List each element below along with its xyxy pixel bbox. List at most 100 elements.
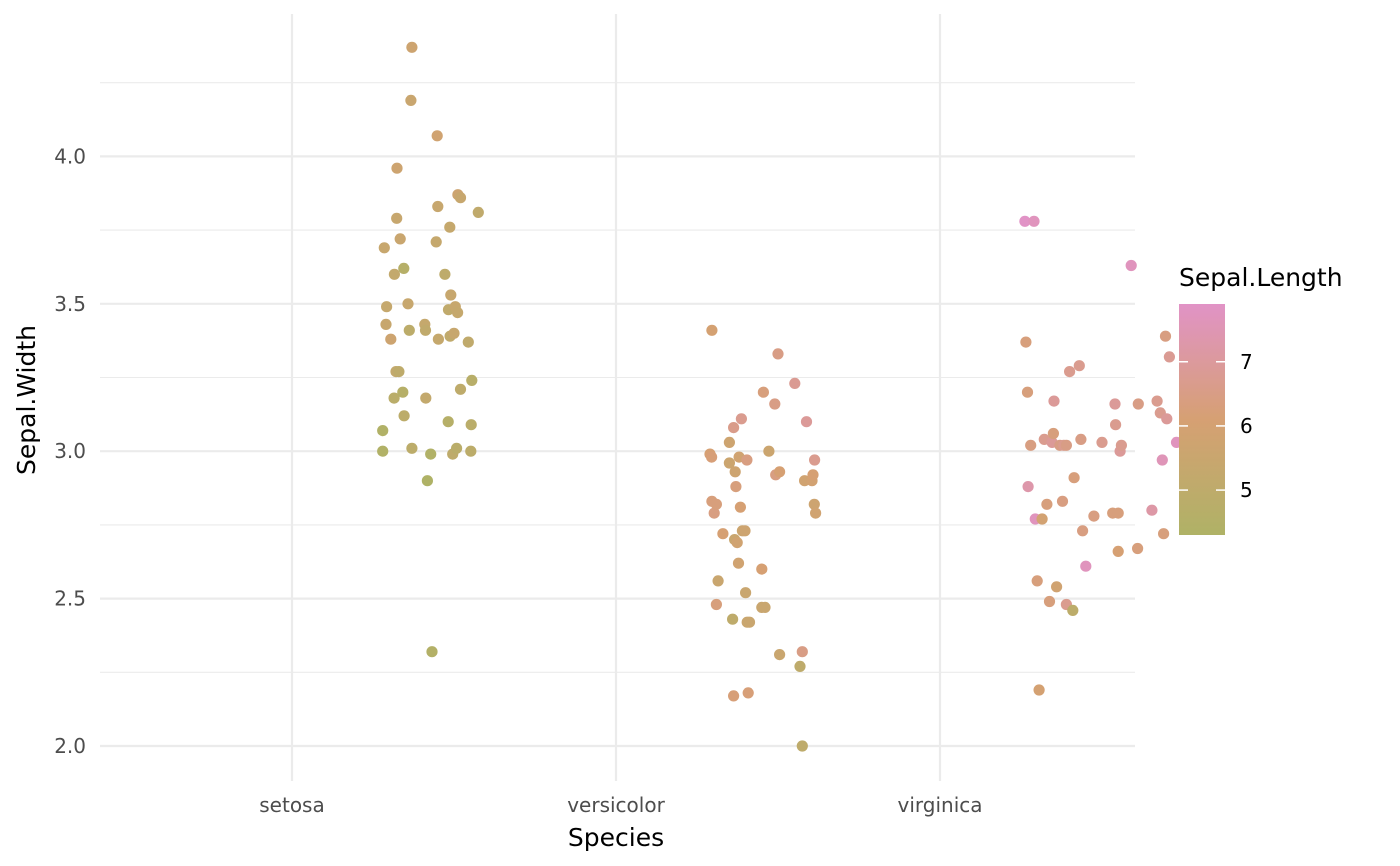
point-versicolor bbox=[732, 557, 745, 569]
point-virginica bbox=[1132, 398, 1144, 410]
legend-tick-label: 6 bbox=[1240, 414, 1253, 438]
point-virginica bbox=[1073, 360, 1085, 372]
point-versicolor bbox=[742, 687, 754, 699]
x-tick-labels: setosa versicolor virginica bbox=[259, 793, 982, 817]
point-versicolor bbox=[808, 498, 820, 510]
point-versicolor bbox=[706, 451, 718, 463]
point-setosa bbox=[431, 130, 443, 142]
data-points bbox=[377, 41, 1183, 752]
point-versicolor bbox=[809, 454, 821, 466]
point-setosa bbox=[381, 301, 393, 313]
point-setosa bbox=[426, 646, 438, 658]
y-tick-label: 2.0 bbox=[54, 734, 86, 758]
point-versicolor bbox=[807, 469, 819, 481]
y-tick-label: 2.5 bbox=[54, 587, 86, 611]
point-versicolor bbox=[743, 616, 756, 628]
legend-tick-label: 5 bbox=[1240, 478, 1253, 502]
grid-lines bbox=[100, 14, 1135, 781]
point-virginica bbox=[1146, 504, 1158, 516]
point-versicolor bbox=[723, 457, 736, 469]
point-versicolor bbox=[727, 613, 739, 625]
point-setosa bbox=[466, 374, 478, 386]
point-virginica bbox=[1151, 395, 1163, 407]
point-versicolor bbox=[728, 690, 740, 702]
point-virginica bbox=[1019, 215, 1031, 227]
point-setosa bbox=[421, 475, 433, 487]
point-virginica bbox=[1075, 433, 1087, 445]
point-setosa bbox=[394, 233, 406, 245]
point-setosa bbox=[462, 336, 474, 348]
y-tick-labels: 2.0 2.5 3.0 3.5 4.0 bbox=[54, 144, 86, 758]
point-versicolor bbox=[731, 537, 743, 549]
point-virginica bbox=[1112, 507, 1124, 519]
point-virginica bbox=[1109, 398, 1121, 410]
point-setosa bbox=[445, 289, 457, 301]
point-setosa bbox=[406, 41, 418, 53]
point-versicolor bbox=[729, 466, 741, 478]
point-versicolor bbox=[708, 507, 720, 519]
legend-tick-label: 7 bbox=[1240, 350, 1253, 374]
point-setosa bbox=[430, 236, 442, 248]
point-virginica bbox=[1025, 439, 1037, 451]
point-setosa bbox=[398, 410, 410, 422]
point-setosa bbox=[472, 206, 484, 218]
point-setosa bbox=[439, 268, 451, 280]
point-setosa bbox=[454, 383, 467, 395]
point-virginica bbox=[1031, 575, 1043, 587]
point-setosa bbox=[391, 212, 403, 224]
point-versicolor bbox=[735, 413, 748, 425]
point-versicolor bbox=[774, 466, 786, 478]
point-virginica bbox=[1115, 439, 1127, 451]
point-setosa bbox=[393, 366, 405, 378]
point-virginica bbox=[1132, 542, 1144, 555]
point-virginica bbox=[1077, 525, 1089, 537]
point-setosa bbox=[420, 392, 432, 404]
y-tick-label: 4.0 bbox=[54, 144, 86, 168]
point-virginica bbox=[1060, 439, 1072, 451]
point-setosa bbox=[397, 386, 409, 398]
legend-ticks: 5 6 7 bbox=[1179, 350, 1253, 502]
point-versicolor bbox=[740, 587, 752, 599]
point-setosa bbox=[448, 327, 460, 339]
point-versicolor bbox=[728, 422, 740, 434]
point-versicolor bbox=[789, 377, 801, 389]
point-setosa bbox=[465, 419, 477, 431]
point-virginica bbox=[1047, 427, 1059, 440]
point-virginica bbox=[1161, 413, 1173, 425]
legend-colorbar bbox=[1179, 304, 1225, 535]
x-tick-label-versicolor: versicolor bbox=[567, 793, 665, 817]
point-virginica bbox=[1033, 684, 1045, 696]
point-virginica bbox=[1080, 560, 1092, 572]
point-versicolor bbox=[796, 740, 808, 752]
point-versicolor bbox=[710, 598, 723, 611]
point-virginica bbox=[1022, 481, 1034, 493]
point-versicolor bbox=[800, 416, 813, 428]
point-setosa bbox=[378, 242, 390, 254]
point-setosa bbox=[432, 333, 444, 345]
y-tick-label: 3.0 bbox=[54, 439, 86, 463]
point-setosa bbox=[402, 298, 414, 310]
point-virginica bbox=[1158, 528, 1170, 540]
point-setosa bbox=[403, 324, 415, 336]
point-setosa bbox=[454, 192, 467, 204]
point-setosa bbox=[442, 416, 454, 428]
point-setosa bbox=[419, 324, 432, 336]
point-setosa bbox=[405, 94, 417, 106]
point-versicolor bbox=[796, 646, 808, 658]
point-virginica bbox=[1163, 351, 1175, 363]
point-virginica bbox=[1021, 386, 1034, 398]
point-versicolor bbox=[769, 398, 781, 410]
point-virginica bbox=[1096, 436, 1108, 448]
point-virginica bbox=[1125, 259, 1137, 272]
y-axis-title: Sepal.Width bbox=[12, 325, 41, 475]
point-virginica bbox=[1028, 215, 1040, 227]
point-virginica bbox=[1156, 454, 1168, 466]
point-virginica bbox=[1051, 581, 1063, 593]
point-versicolor bbox=[756, 563, 768, 575]
point-versicolor bbox=[710, 498, 723, 510]
point-setosa bbox=[452, 307, 464, 319]
point-virginica bbox=[1048, 395, 1060, 407]
point-setosa bbox=[451, 442, 463, 454]
point-setosa bbox=[377, 445, 389, 457]
